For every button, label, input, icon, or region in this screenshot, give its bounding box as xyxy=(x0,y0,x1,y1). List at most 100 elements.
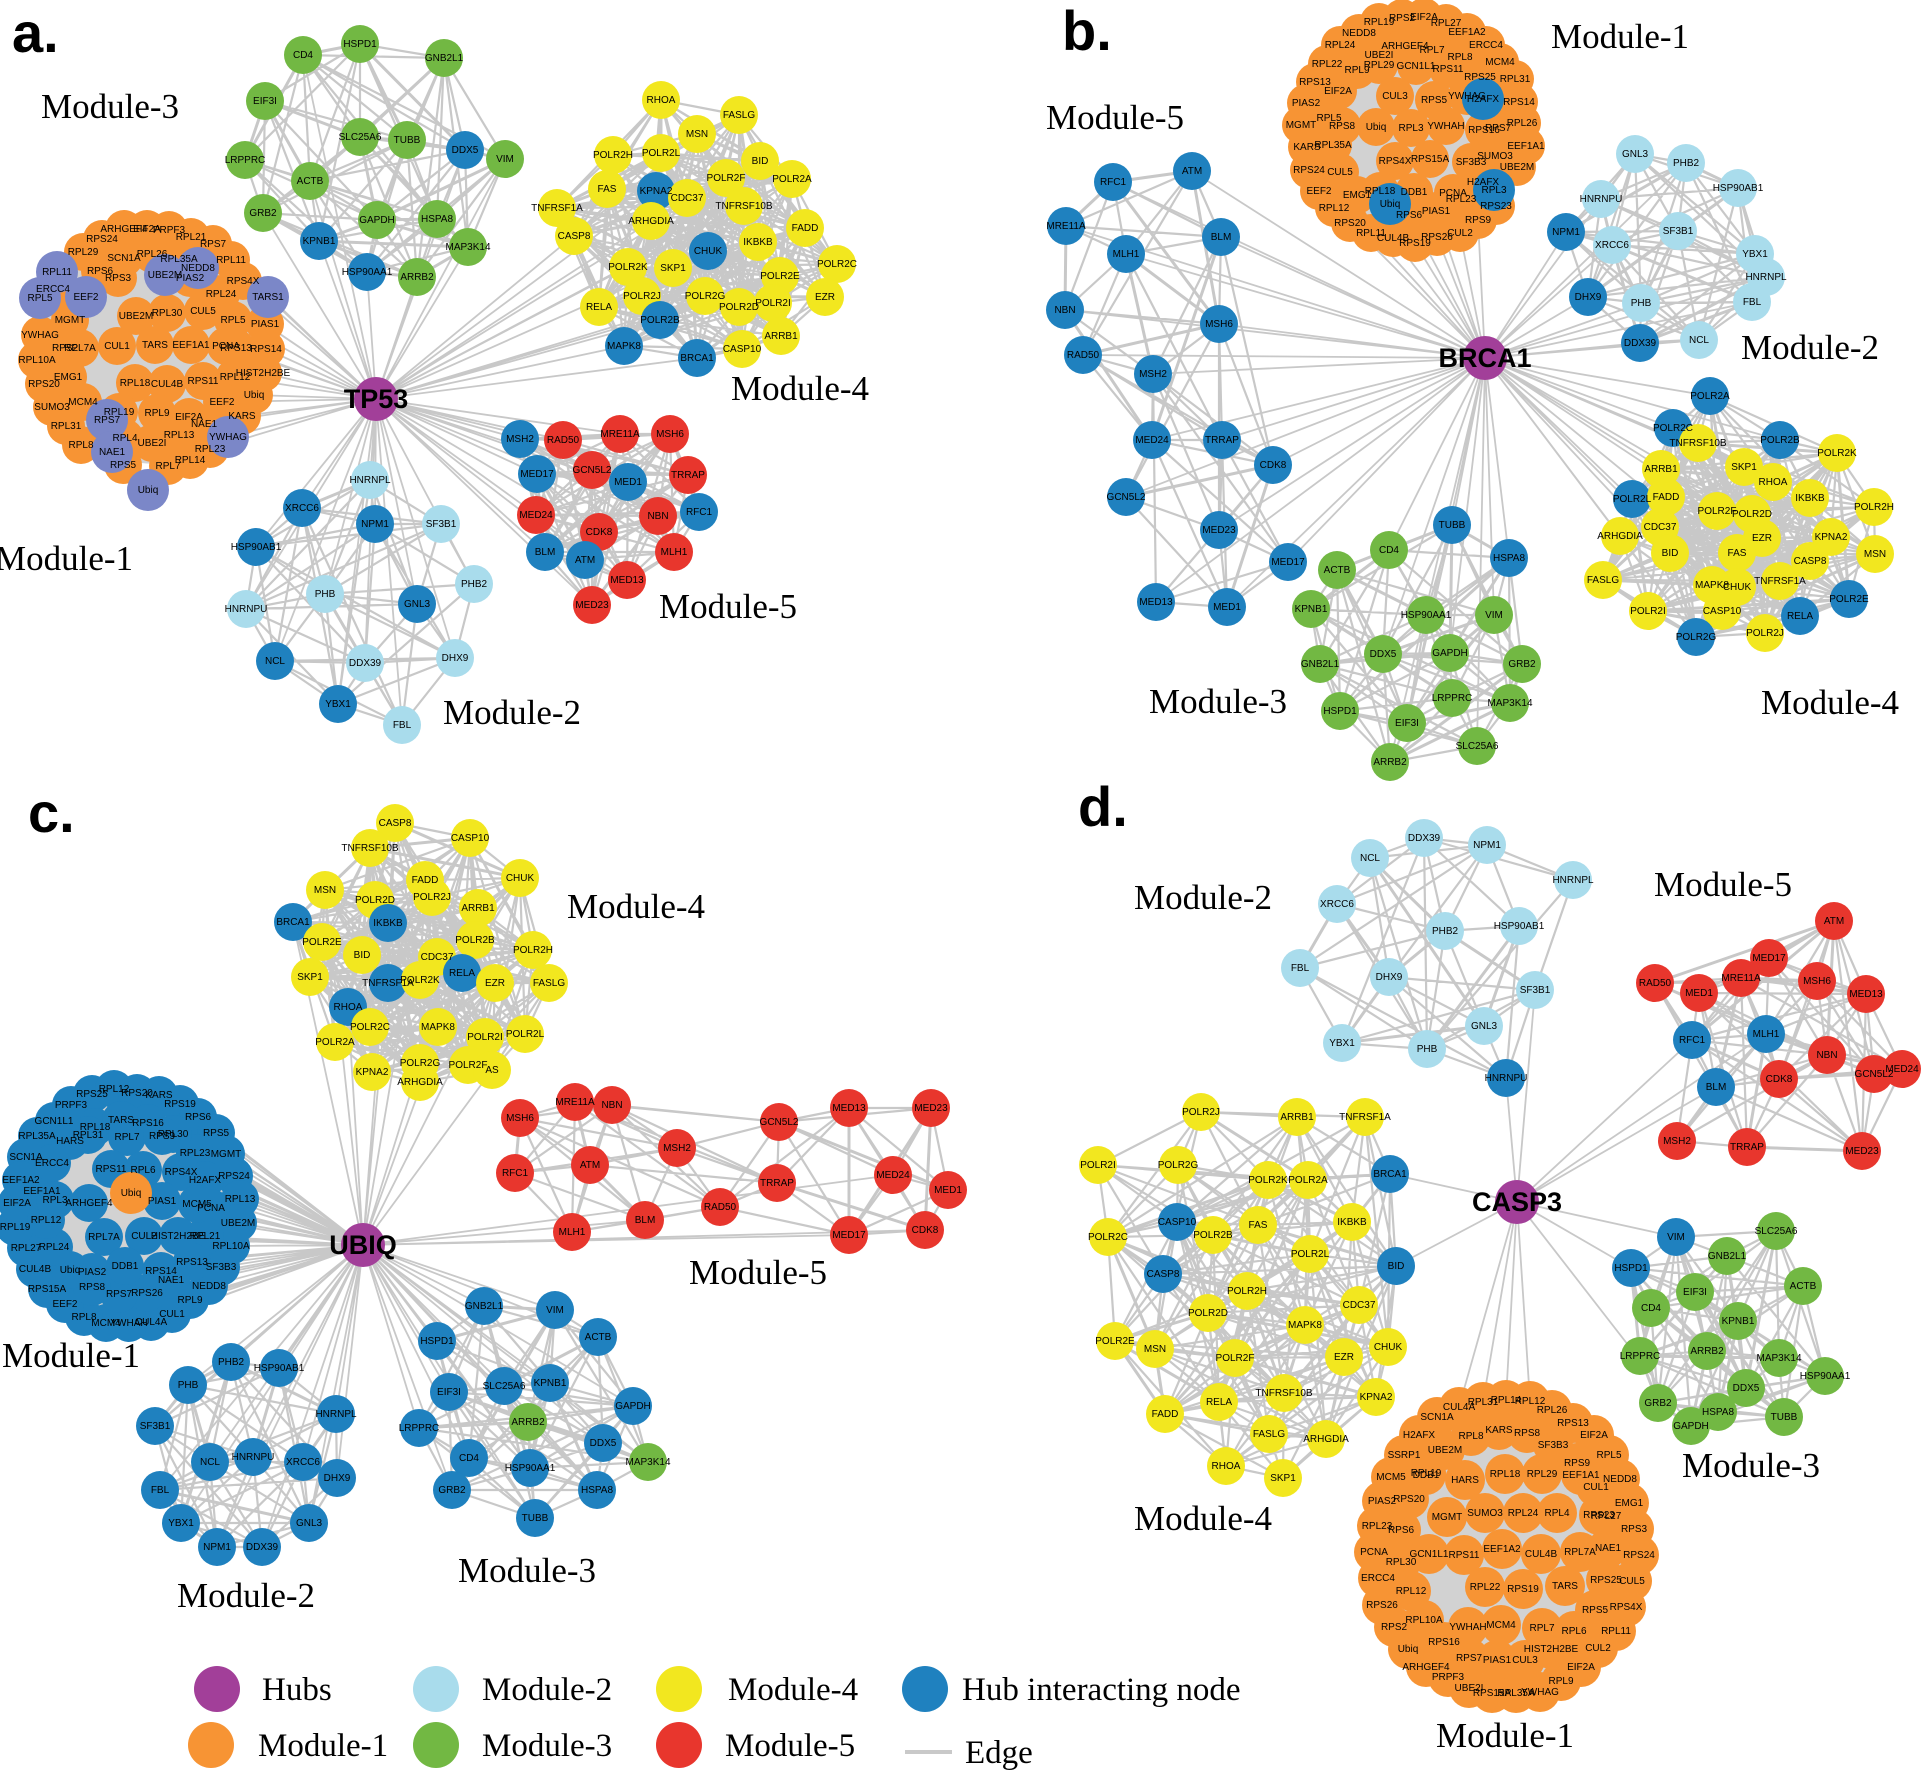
svg-text:HSPA8: HSPA8 xyxy=(581,1485,613,1496)
svg-text:GCN5L2: GCN5L2 xyxy=(1107,492,1146,503)
svg-text:RPL12: RPL12 xyxy=(99,1084,130,1095)
svg-text:PRPF3: PRPF3 xyxy=(153,225,186,236)
svg-text:RPL35A: RPL35A xyxy=(1497,1688,1535,1699)
svg-text:EIF2A: EIF2A xyxy=(1410,12,1438,23)
svg-text:MSH6: MSH6 xyxy=(656,429,684,440)
svg-text:RFC1: RFC1 xyxy=(502,1168,529,1179)
svg-text:MSH6: MSH6 xyxy=(1205,319,1233,330)
svg-text:SF3B1: SF3B1 xyxy=(1663,226,1694,237)
svg-text:BID: BID xyxy=(1388,1261,1405,1272)
svg-text:RPL29: RPL29 xyxy=(1527,1469,1558,1480)
svg-text:IKBKB: IKBKB xyxy=(1337,1217,1367,1228)
svg-text:CDC37: CDC37 xyxy=(421,952,454,963)
svg-text:Module-3: Module-3 xyxy=(1149,682,1287,721)
svg-text:POLR2I: POLR2I xyxy=(755,298,791,309)
svg-text:KARS: KARS xyxy=(145,1090,173,1101)
svg-text:MED17: MED17 xyxy=(832,1230,866,1241)
svg-text:POLR2E: POLR2E xyxy=(302,937,342,948)
svg-text:MAP3K14: MAP3K14 xyxy=(1487,698,1532,709)
svg-text:HSPD1: HSPD1 xyxy=(1323,706,1357,717)
svg-text:CD4: CD4 xyxy=(459,1453,479,1464)
svg-text:RPL5: RPL5 xyxy=(220,315,245,326)
svg-text:MSN: MSN xyxy=(1144,1344,1166,1355)
svg-text:AS: AS xyxy=(485,1065,499,1076)
svg-text:POLR2E: POLR2E xyxy=(760,271,800,282)
svg-text:POLR2C: POLR2C xyxy=(350,1022,390,1033)
svg-text:CD4: CD4 xyxy=(1379,545,1399,556)
svg-text:MAP3K14: MAP3K14 xyxy=(625,1457,670,1468)
svg-text:POLR2J: POLR2J xyxy=(413,892,451,903)
svg-text:ARHGDIA: ARHGDIA xyxy=(628,216,674,227)
svg-text:YWHAH: YWHAH xyxy=(1449,1622,1486,1633)
svg-text:MAP3K14: MAP3K14 xyxy=(445,242,490,253)
svg-text:CUL1: CUL1 xyxy=(159,1309,185,1320)
svg-text:RPS7: RPS7 xyxy=(106,1289,133,1300)
svg-text:RPS13: RPS13 xyxy=(1299,77,1331,88)
svg-text:RPS2: RPS2 xyxy=(1381,1622,1408,1633)
svg-text:EIF2A: EIF2A xyxy=(3,1198,31,1209)
svg-text:HSPA8: HSPA8 xyxy=(1702,1407,1734,1418)
svg-text:Module-2: Module-2 xyxy=(443,693,581,732)
svg-text:CASP8: CASP8 xyxy=(1794,556,1827,567)
svg-text:YWHAH: YWHAH xyxy=(1427,121,1464,132)
svg-text:NPM1: NPM1 xyxy=(361,519,389,530)
svg-text:POLR2A: POLR2A xyxy=(315,1037,355,1048)
svg-text:RPS5: RPS5 xyxy=(1582,1605,1609,1616)
svg-text:Module-3: Module-3 xyxy=(1682,1446,1820,1485)
svg-text:MGMT: MGMT xyxy=(1432,1512,1463,1523)
svg-text:YWHAH: YWHAH xyxy=(110,1318,147,1329)
svg-text:POLR2A: POLR2A xyxy=(772,174,812,185)
svg-text:POLR2D: POLR2D xyxy=(355,895,395,906)
svg-text:SCN1A: SCN1A xyxy=(1420,1412,1454,1423)
svg-text:MCM4: MCM4 xyxy=(91,1318,121,1329)
svg-text:FADD: FADD xyxy=(792,223,819,234)
svg-text:RPL7: RPL7 xyxy=(1529,1623,1554,1634)
svg-text:RPS24: RPS24 xyxy=(1623,1550,1655,1561)
svg-text:ACTB: ACTB xyxy=(585,1332,612,1343)
svg-text:NAE1: NAE1 xyxy=(158,1275,185,1286)
svg-text:RPL27: RPL27 xyxy=(1431,18,1462,29)
svg-text:RPL19: RPL19 xyxy=(1411,1468,1442,1479)
svg-text:Module-5: Module-5 xyxy=(689,1253,827,1292)
svg-text:FBL: FBL xyxy=(1743,297,1762,308)
svg-text:RAD50: RAD50 xyxy=(547,435,580,446)
svg-text:ARRB2: ARRB2 xyxy=(1373,757,1407,768)
svg-text:TNFRSF1A: TNFRSF1A xyxy=(1754,576,1806,587)
svg-text:RPL3: RPL3 xyxy=(1481,185,1506,196)
svg-text:Module-2: Module-2 xyxy=(1134,878,1272,917)
svg-text:EEF1A1: EEF1A1 xyxy=(1562,1470,1600,1481)
svg-text:PHB: PHB xyxy=(178,1380,199,1391)
svg-text:PIAS2: PIAS2 xyxy=(78,1267,107,1278)
svg-text:POLR2D: POLR2D xyxy=(1732,509,1772,520)
svg-text:PHB2: PHB2 xyxy=(461,579,488,590)
svg-text:POLR2G: POLR2G xyxy=(400,1058,441,1069)
svg-text:YWHAG: YWHAG xyxy=(21,330,59,341)
svg-text:HSPD1: HSPD1 xyxy=(420,1336,454,1347)
svg-text:RAD50: RAD50 xyxy=(1639,978,1672,989)
svg-text:RPL18: RPL18 xyxy=(80,1122,111,1133)
svg-text:POLR2C: POLR2C xyxy=(1088,1232,1128,1243)
svg-text:GRB2: GRB2 xyxy=(438,1485,466,1496)
svg-text:KARS: KARS xyxy=(1485,1425,1513,1436)
svg-text:NEDD8: NEDD8 xyxy=(1342,28,1376,39)
svg-text:MSN: MSN xyxy=(314,885,336,896)
svg-text:PHB2: PHB2 xyxy=(1673,158,1700,169)
svg-text:PIAS1: PIAS1 xyxy=(148,1196,177,1207)
svg-text:RPL7A: RPL7A xyxy=(1564,1547,1596,1558)
svg-text:FASLG: FASLG xyxy=(1253,1429,1285,1440)
svg-text:RPL7A: RPL7A xyxy=(88,1232,120,1243)
svg-text:ARRB2: ARRB2 xyxy=(1690,1346,1724,1357)
svg-text:GCN1L1: GCN1L1 xyxy=(35,1116,74,1127)
svg-text:ARRB1: ARRB1 xyxy=(461,903,495,914)
svg-text:GCN5L2: GCN5L2 xyxy=(1855,1069,1894,1080)
svg-text:RFC1: RFC1 xyxy=(686,507,713,518)
svg-text:RPS25: RPS25 xyxy=(76,1089,108,1100)
svg-text:HNRNPL: HNRNPL xyxy=(1552,875,1594,886)
svg-text:XRCC6: XRCC6 xyxy=(285,503,319,514)
svg-text:MSH2: MSH2 xyxy=(1139,369,1167,380)
svg-text:BLM: BLM xyxy=(635,1215,656,1226)
svg-text:ARRB1: ARRB1 xyxy=(1644,464,1678,475)
svg-text:Module-1: Module-1 xyxy=(1551,17,1689,56)
svg-text:EEF2: EEF2 xyxy=(1306,186,1331,197)
svg-text:SF3B1: SF3B1 xyxy=(426,519,457,530)
